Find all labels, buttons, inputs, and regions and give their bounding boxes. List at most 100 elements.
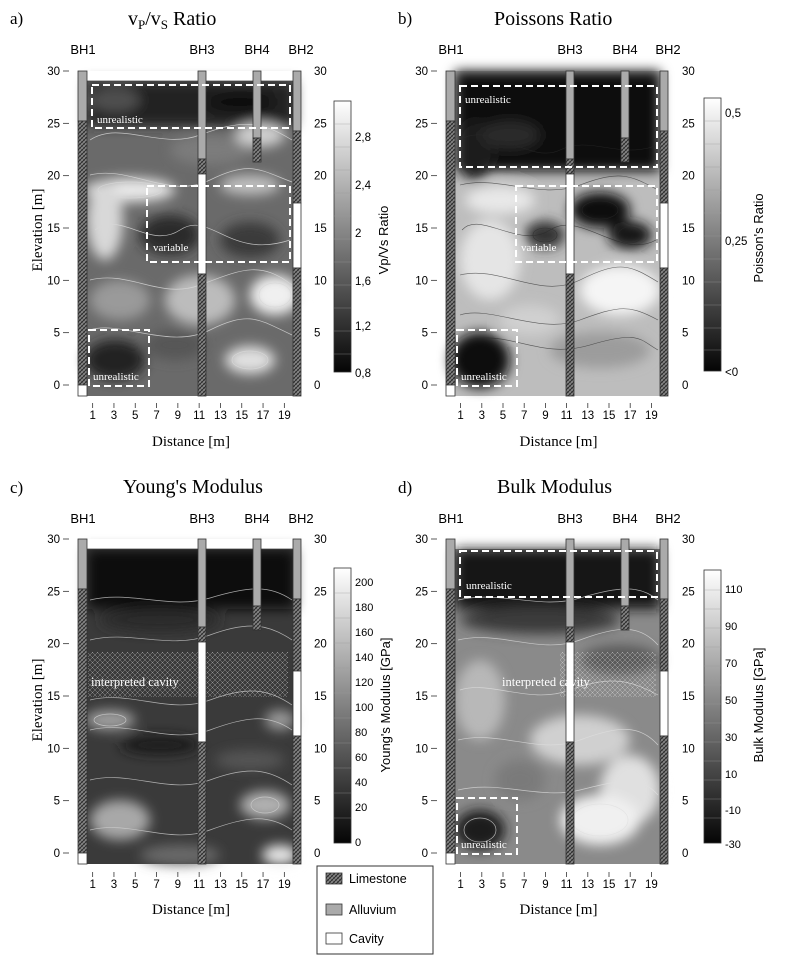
y-tick-label: 10 bbox=[47, 743, 60, 755]
borehole-bh1-column bbox=[445, 538, 456, 865]
x-tick-label: 9 bbox=[542, 879, 548, 891]
x-tick-label: 11 bbox=[561, 879, 573, 891]
y-tick-label: 15 bbox=[682, 691, 695, 703]
borehole-label-bh3: BH3 bbox=[557, 511, 582, 526]
borehole-bh3-column bbox=[197, 538, 207, 865]
annotation-box bbox=[88, 329, 150, 387]
borehole-bh2-column bbox=[659, 538, 669, 865]
heatmap-field bbox=[85, 549, 298, 865]
x-tick-label: 9 bbox=[542, 410, 548, 422]
y-tick-label: 10 bbox=[682, 275, 695, 287]
panel-d: d) Bulk Modulus bbox=[398, 476, 766, 865]
y-axis-label: Elevation [m] bbox=[30, 659, 46, 742]
y-tick-label: 0 bbox=[314, 848, 320, 860]
legend: Limestone Alluvium Cavity bbox=[316, 865, 434, 955]
x-tick-label: 11 bbox=[561, 410, 573, 422]
colorbar-tick: 50 bbox=[725, 695, 737, 707]
borehole-bh2-column bbox=[292, 538, 302, 865]
y-tick-label: 15 bbox=[415, 223, 428, 235]
y-tick-label: 30 bbox=[415, 66, 428, 78]
borehole-bh4-column bbox=[620, 538, 630, 631]
y-tick-label: 25 bbox=[415, 118, 428, 130]
colorbar: 0,5 0,25 <0 Poisson's Ratio bbox=[703, 97, 766, 379]
borehole-label-bh3: BH3 bbox=[189, 511, 214, 526]
y-tick-label: 15 bbox=[415, 691, 428, 703]
x-tick-label: 15 bbox=[235, 879, 248, 891]
colorbar-label: Young's Modulus [GPa] bbox=[378, 638, 393, 773]
panel-b: b) Poissons Ratio bbox=[398, 8, 766, 397]
borehole-bh2-column bbox=[292, 70, 302, 397]
colorbar: 110 90 70 50 30 10 -10 -30 Bulk Modulus … bbox=[703, 569, 766, 851]
borehole-label-bh3: BH3 bbox=[189, 42, 214, 57]
borehole-bh1-column bbox=[77, 538, 88, 865]
y-tick-label: 25 bbox=[415, 586, 428, 598]
colorbar-tick: 2 bbox=[355, 228, 361, 240]
y-tick-label: 15 bbox=[47, 691, 60, 703]
x-axis-label: Distance [m] bbox=[152, 434, 230, 450]
annotation-box bbox=[459, 85, 658, 168]
colorbar-tick: 0,25 bbox=[725, 236, 747, 248]
panel-letter: d) bbox=[398, 478, 412, 497]
legend-label: Limestone bbox=[349, 872, 407, 886]
y-tick-label: 10 bbox=[682, 743, 695, 755]
heatmap-field bbox=[455, 549, 660, 864]
y-tick-label: 15 bbox=[314, 223, 327, 235]
y-axis-label: Elevation [m] bbox=[30, 189, 46, 272]
x-tick-label: 11 bbox=[193, 879, 205, 891]
borehole-label-bh2: BH2 bbox=[288, 511, 313, 526]
x-tick-label: 5 bbox=[500, 410, 506, 422]
borehole-bh3-column bbox=[565, 70, 575, 397]
colorbar-label: Bulk Modulus [GPa] bbox=[751, 648, 766, 763]
y-tick-label: 20 bbox=[47, 171, 60, 183]
annotation-label: variable bbox=[521, 242, 557, 254]
colorbar-tick: 2,8 bbox=[355, 132, 371, 144]
annotation-box bbox=[91, 84, 291, 129]
borehole-bh4-column bbox=[620, 70, 630, 163]
panel-title: vP/vS Ratio bbox=[128, 8, 216, 32]
x-tick-label: 3 bbox=[111, 879, 117, 891]
y-tick-label: 0 bbox=[54, 380, 60, 392]
colorbar-label: Vp/Vs Ratio bbox=[376, 206, 391, 275]
y-tick-label: 20 bbox=[682, 171, 695, 183]
colorbar-tick: 40 bbox=[355, 777, 367, 789]
annotation-label: unrealistic bbox=[93, 371, 139, 383]
x-tick-label: 1 bbox=[457, 879, 463, 891]
colorbar-tick: 160 bbox=[355, 627, 373, 639]
x-tick-label: 9 bbox=[175, 410, 181, 422]
x-tick-label: 5 bbox=[132, 879, 138, 891]
x-tick-label: 19 bbox=[278, 879, 291, 891]
borehole-label-bh4: BH4 bbox=[244, 511, 269, 526]
y-tick-label: 15 bbox=[47, 223, 60, 235]
borehole-label-bh4: BH4 bbox=[244, 42, 269, 57]
panel-letter: a) bbox=[10, 9, 23, 28]
y-tick-label: 25 bbox=[314, 586, 327, 598]
borehole-label-bh1: BH1 bbox=[438, 511, 463, 526]
colorbar-tick: 0 bbox=[355, 837, 361, 849]
x-tick-label: 3 bbox=[479, 410, 485, 422]
colorbar-tick: 60 bbox=[355, 752, 367, 764]
y-tick-label: 30 bbox=[47, 66, 60, 78]
x-tick-label: 15 bbox=[603, 879, 616, 891]
legend-item-cavity: Cavity bbox=[325, 932, 384, 946]
y-tick-label: 5 bbox=[54, 328, 60, 340]
colorbar-tick: 70 bbox=[725, 658, 737, 670]
x-tick-label: 19 bbox=[645, 410, 658, 422]
y-tick-label: 0 bbox=[54, 848, 60, 860]
borehole-label-bh2: BH2 bbox=[655, 511, 680, 526]
panel-c: c) Young's Modulus bbox=[10, 476, 393, 865]
y-tick-label: 30 bbox=[314, 66, 327, 78]
y-tick-label: 0 bbox=[682, 380, 688, 392]
y-tick-label: 0 bbox=[422, 380, 428, 392]
annotation-label: unrealistic bbox=[465, 94, 511, 106]
x-tick-label: 17 bbox=[624, 879, 637, 891]
borehole-bh1-column bbox=[445, 70, 456, 397]
y-tick-label: 30 bbox=[682, 534, 695, 546]
y-tick-label: 10 bbox=[314, 743, 327, 755]
borehole-bh3-column bbox=[197, 70, 207, 397]
legend-item-alluvium: Alluvium bbox=[325, 903, 396, 917]
colorbar-tick: 180 bbox=[355, 602, 373, 614]
y-tick-label: 5 bbox=[314, 796, 320, 808]
x-tick-label: 7 bbox=[521, 410, 527, 422]
borehole-label-bh3: BH3 bbox=[557, 42, 582, 57]
